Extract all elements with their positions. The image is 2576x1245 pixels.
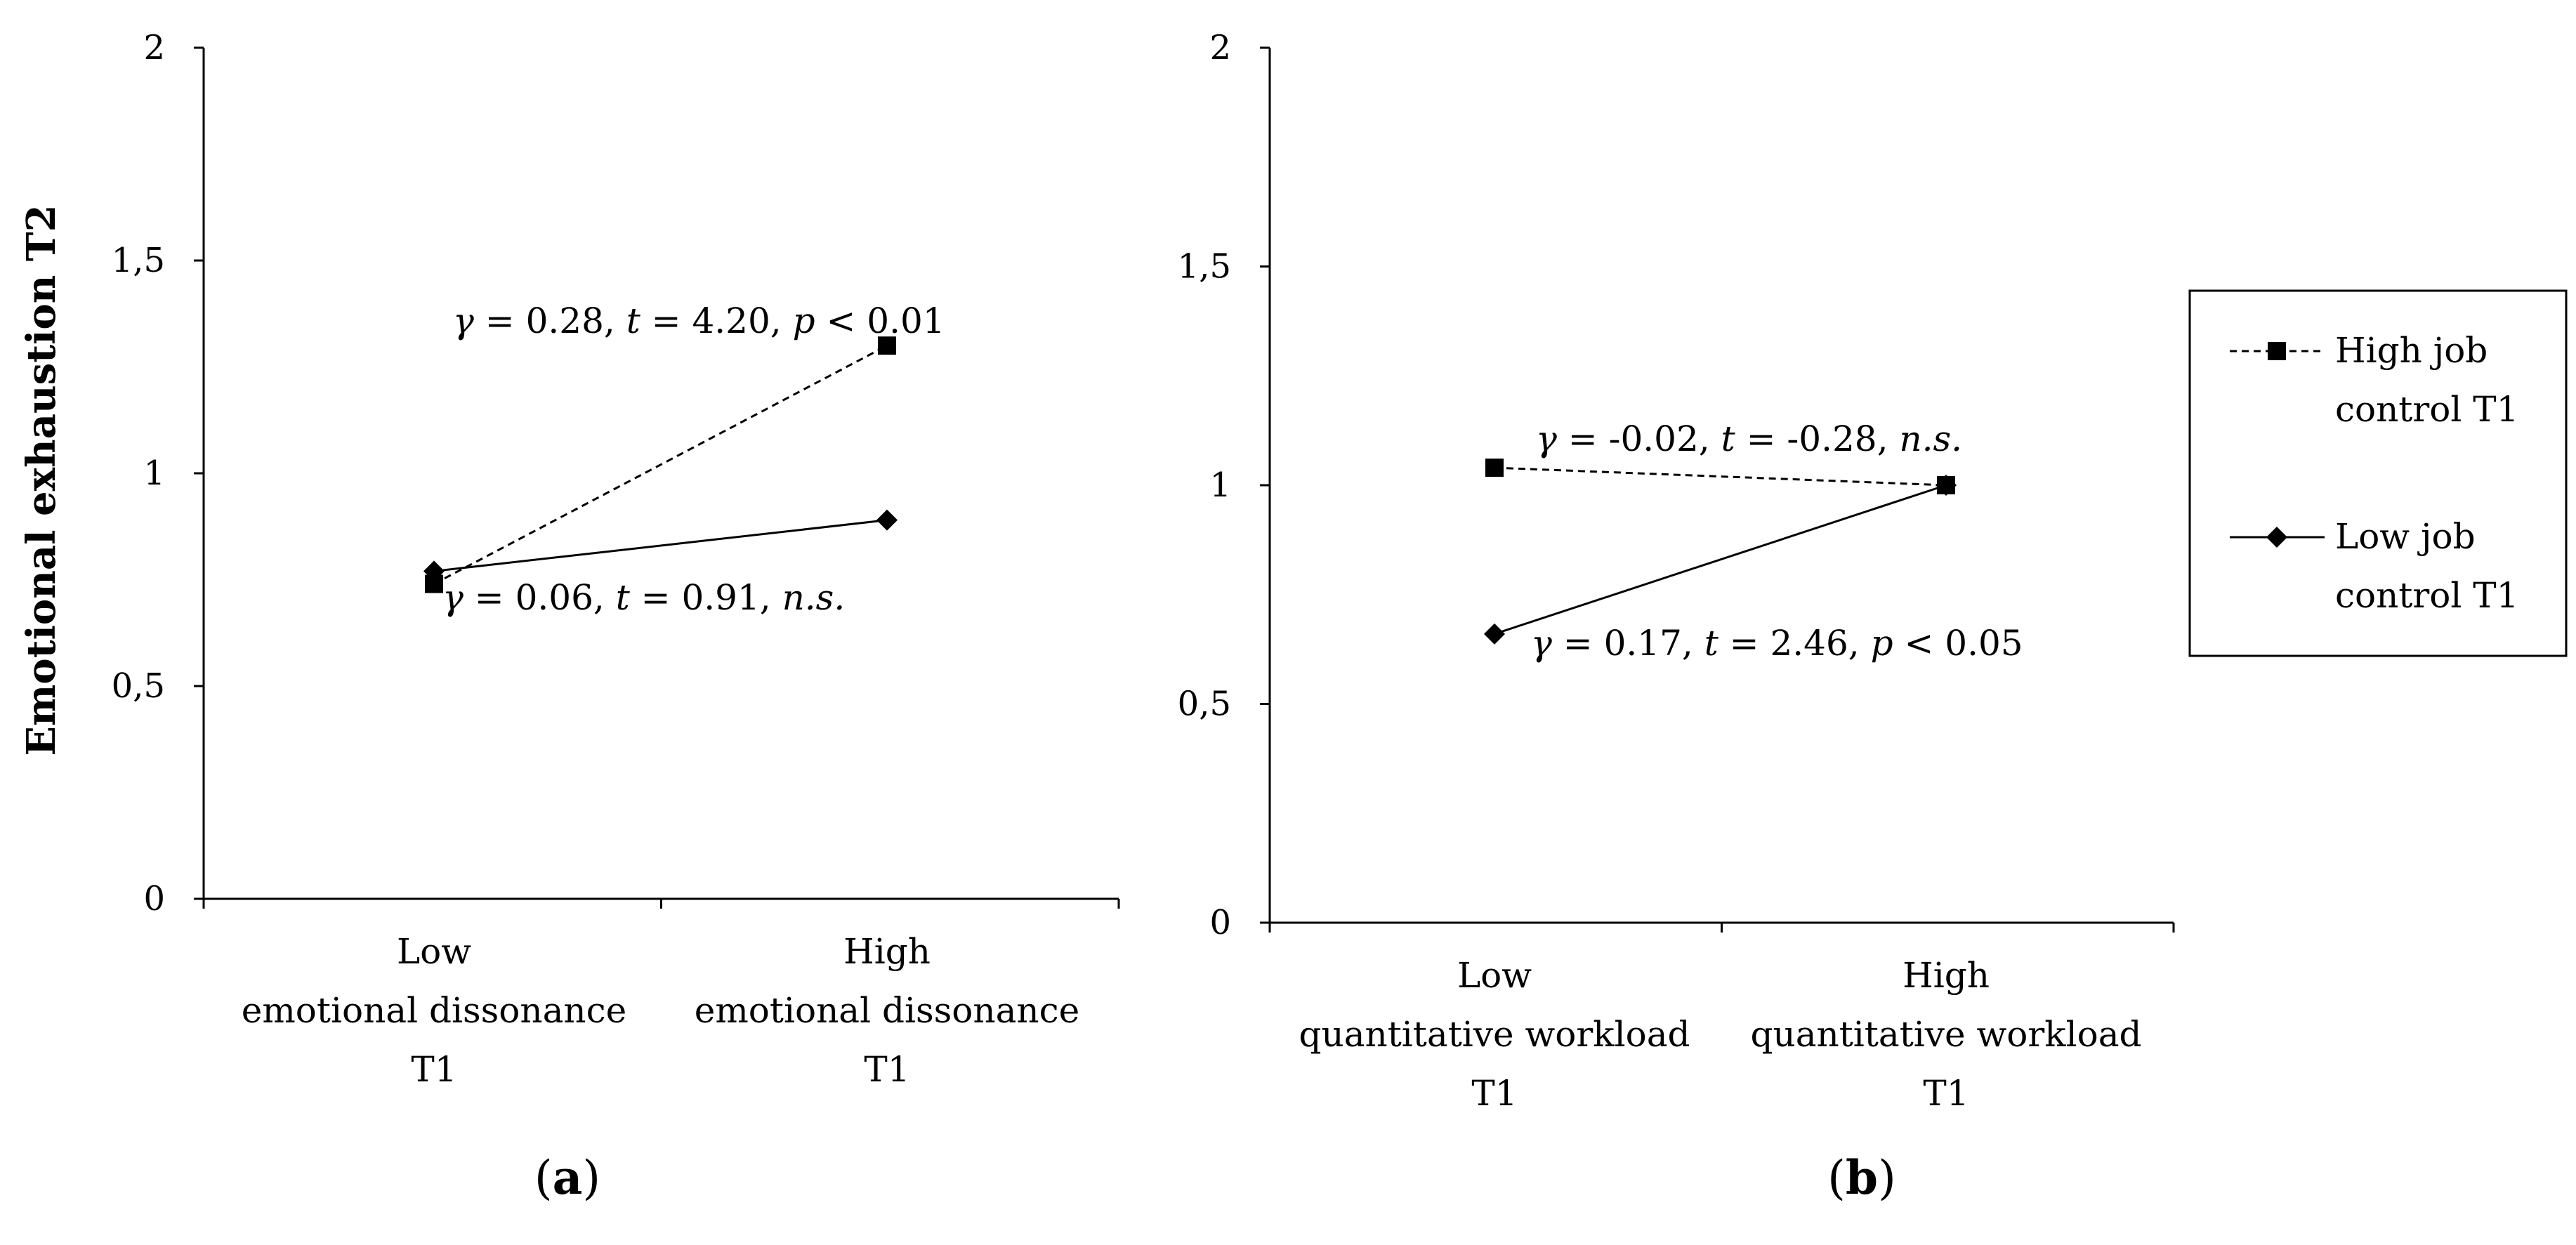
x-category-label: T1 (1923, 1073, 1969, 1114)
x-category-label: emotional dissonance (695, 990, 1079, 1031)
annotation-part: t (1704, 623, 1719, 664)
annotation-part: γ (453, 301, 474, 341)
y-tick-label: 2 (1209, 28, 1231, 67)
slope-annotation: γ = 0.06, t = 0.91, n.s. (442, 577, 845, 618)
paren: ( (534, 1151, 553, 1205)
x-category-label: Low (1457, 955, 1532, 996)
annotation-part: p (1871, 623, 1893, 664)
y-tick-label: 0,5 (1178, 685, 1231, 724)
data-point-diamond (1936, 475, 1957, 496)
legend-label: Low job (2335, 516, 2476, 557)
annotation-part: = 2.46, (1719, 623, 1871, 664)
series-line-low-job-control (433, 519, 888, 572)
panel-label: (a) (534, 1150, 600, 1205)
annotation-part: n.s. (1899, 419, 1962, 459)
y-tick-label: 1,5 (1178, 247, 1231, 286)
y-tick-label: 1 (1209, 466, 1231, 505)
y-tick-label: 1 (143, 454, 165, 493)
x-category-label: High (843, 931, 931, 972)
x-category-label: quantitative workload (1750, 1014, 2141, 1055)
annotation-part: γ (1536, 419, 1557, 459)
y-tick-label: 2 (143, 28, 165, 67)
slope-annotation: γ = 0.17, t = 2.46, p < 0.05 (1531, 623, 2023, 664)
annotation-part: = 0.17, (1552, 623, 1704, 664)
annotation-part: < 0.01 (815, 301, 945, 341)
annotation-part: t (626, 301, 641, 341)
slope-annotation: γ = 0.28, t = 4.20, p < 0.01 (453, 301, 945, 341)
annotation-part: t (616, 577, 631, 618)
series-line-high-job-control (433, 344, 888, 585)
annotation-part: = -0.28, (1735, 419, 1900, 459)
annotation-part: t (1721, 419, 1736, 459)
x-category-label: T1 (411, 1049, 456, 1090)
annotation-part: γ (1531, 623, 1552, 664)
x-category-label: T1 (864, 1049, 909, 1090)
annotation-part: = -0.02, (1557, 419, 1721, 459)
data-point-square (1485, 459, 1504, 477)
series-line-high-job-control (1494, 466, 1947, 487)
y-tick-label: 0 (143, 879, 165, 918)
legend-marker-square (2268, 342, 2286, 360)
y-tick-label: 1,5 (112, 241, 165, 280)
data-point-diamond (423, 560, 445, 582)
data-point-diamond (1484, 623, 1505, 645)
x-category-label: T1 (1471, 1073, 1517, 1114)
y-axis-title: Emotional exhaustion T2 (18, 204, 65, 756)
x-category-label: High (1903, 955, 1990, 996)
panel-letter: b (1846, 1150, 1878, 1205)
x-category-label: quantitative workload (1299, 1014, 1690, 1055)
annotation-part: = 0.28, (474, 301, 626, 341)
series-line-low-job-control (1494, 484, 1947, 635)
data-point-square (878, 336, 896, 355)
annotation-part: p (793, 301, 815, 341)
legend-label: control T1 (2335, 575, 2518, 616)
legend: High job control T1 Low job control T1 (2188, 289, 2568, 657)
annotation-part: < 0.05 (1893, 623, 2023, 664)
y-tick-label: 0,5 (112, 666, 165, 706)
annotation-part: γ (442, 577, 464, 618)
x-category-label: emotional dissonance (242, 990, 626, 1031)
legend-marker-diamond (2266, 527, 2287, 548)
y-tick-label: 0 (1209, 903, 1231, 942)
paren: ( (1827, 1151, 1846, 1205)
annotation-part: = 4.20, (640, 301, 793, 341)
annotation-part: = 0.91, (630, 577, 782, 618)
paren: ) (1878, 1151, 1896, 1205)
legend-label: High job (2335, 330, 2488, 371)
chart-panel-a: 0 0,5 1 1,5 2 Low emotional dissonance T1 High em… (18, 28, 1120, 1205)
panel-label: (b) (1827, 1150, 1896, 1205)
panel-letter: a (553, 1150, 583, 1205)
legend-label: control T1 (2335, 389, 2518, 430)
annotation-part: n.s. (782, 577, 846, 618)
legend-box (2188, 289, 2568, 657)
paren: ) (582, 1151, 600, 1205)
slope-annotation: γ = -0.02, t = -0.28, n.s. (1536, 419, 1962, 459)
chart-panel-b: 0 0,5 1 1,5 2 Low quantitative workload T1 High q… (1178, 28, 2175, 1205)
data-point-diamond (876, 509, 898, 531)
x-category-label: Low (397, 931, 471, 972)
annotation-part: = 0.06, (464, 577, 616, 618)
